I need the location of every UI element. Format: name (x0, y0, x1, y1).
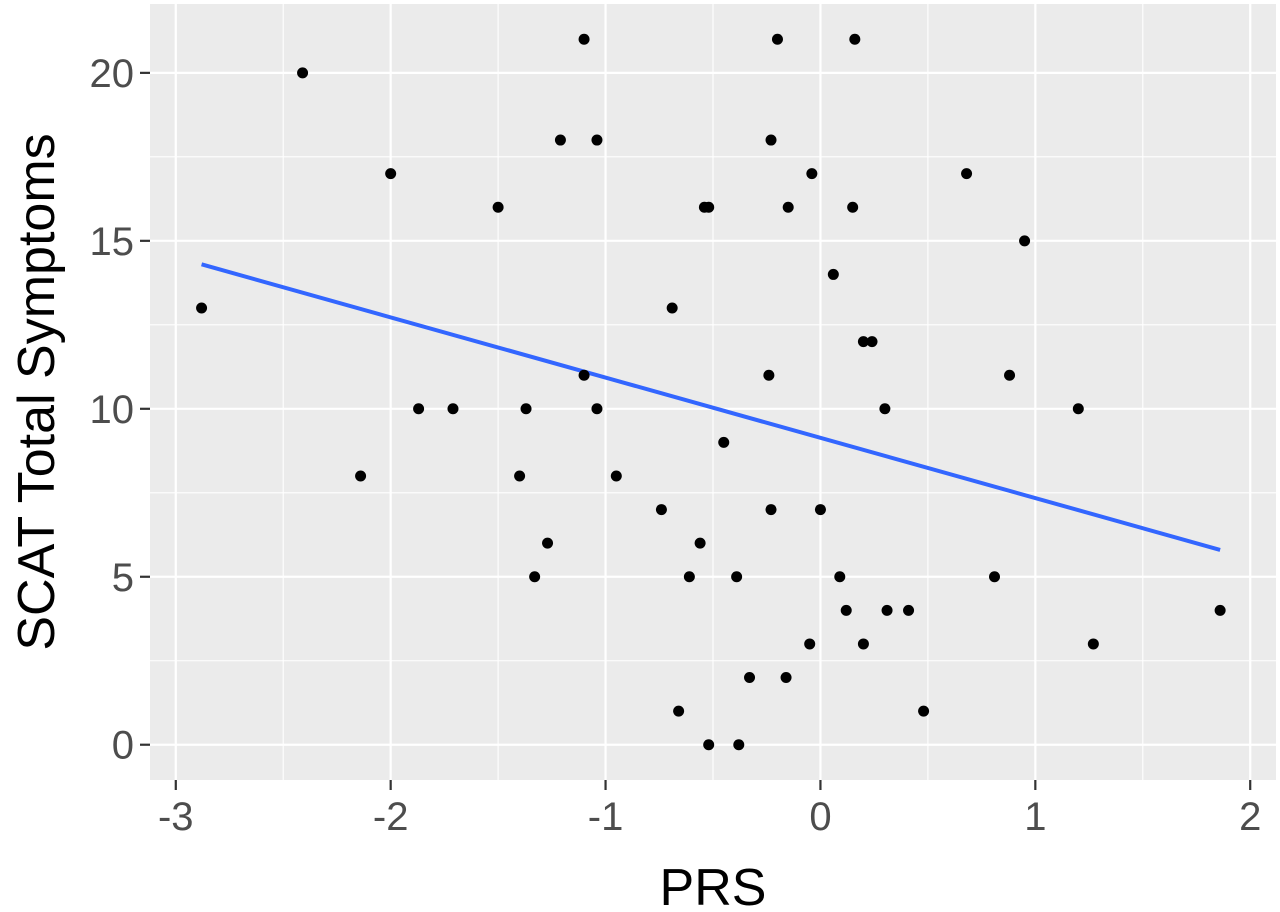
data-point (989, 571, 1000, 583)
y-tick-label: 0 (112, 724, 134, 768)
data-points (196, 33, 1226, 751)
data-point (903, 604, 915, 616)
data-point (578, 369, 590, 381)
data-point (673, 705, 685, 717)
data-point (849, 33, 861, 45)
x-tick-label: -3 (158, 795, 194, 839)
data-point (866, 336, 878, 348)
x-tick-label: -1 (588, 795, 624, 839)
y-axis: 0 5 10 15 20 (90, 52, 150, 768)
x-tick-label: -2 (373, 795, 409, 839)
y-tick-label: 5 (112, 556, 134, 600)
regression-line (201, 262, 1221, 552)
data-point (578, 33, 590, 45)
data-point (529, 571, 541, 583)
data-point (847, 201, 859, 213)
data-point (744, 672, 756, 684)
data-point (961, 168, 973, 180)
x-axis-title: PRS (660, 859, 767, 912)
x-tick-label: 0 (809, 795, 831, 839)
data-point (1214, 604, 1226, 616)
data-point (355, 470, 367, 482)
data-point (1004, 369, 1016, 381)
data-point (610, 470, 622, 482)
data-point (731, 571, 743, 583)
fit-line-layer (201, 262, 1221, 552)
data-point (765, 134, 777, 146)
data-point (857, 336, 869, 348)
data-point (718, 436, 730, 448)
data-point (857, 638, 869, 650)
data-point (554, 134, 566, 146)
data-point (542, 537, 554, 549)
data-point (765, 504, 777, 516)
y-tick-label: 20 (90, 52, 135, 96)
data-point (447, 403, 459, 415)
y-tick-label: 10 (90, 388, 135, 432)
data-point (1019, 235, 1031, 247)
data-point (1087, 638, 1099, 650)
data-point (591, 403, 603, 415)
data-point (804, 638, 816, 650)
data-point (763, 369, 775, 381)
data-point (780, 672, 792, 684)
x-axis: -3 -2 -1 0 1 2 (158, 780, 1261, 839)
data-point (514, 470, 526, 482)
data-point (703, 739, 715, 751)
data-point (840, 604, 852, 616)
data-point (591, 134, 603, 146)
data-point (806, 168, 818, 180)
data-point (879, 403, 891, 415)
data-point (655, 504, 667, 516)
data-point (683, 571, 695, 583)
gridlines (150, 4, 1276, 780)
data-point (413, 403, 425, 415)
data-point (297, 67, 309, 79)
data-point (492, 201, 504, 213)
data-point (771, 33, 783, 45)
y-tick-label: 15 (90, 220, 135, 264)
x-tick-label: 1 (1024, 795, 1046, 839)
data-point (733, 739, 745, 751)
data-point (918, 705, 930, 717)
data-point (666, 302, 678, 314)
data-point (827, 268, 839, 280)
data-point (520, 403, 532, 415)
data-point (1072, 403, 1084, 415)
x-tick-label: 2 (1239, 795, 1261, 839)
data-point (385, 168, 397, 180)
data-point (814, 504, 826, 516)
data-point (196, 302, 208, 314)
y-axis-title: SCAT Total Symptoms (8, 133, 66, 650)
data-point (694, 537, 706, 549)
data-point (703, 201, 715, 213)
data-point (834, 571, 846, 583)
data-point (782, 201, 794, 213)
data-point (881, 604, 893, 616)
